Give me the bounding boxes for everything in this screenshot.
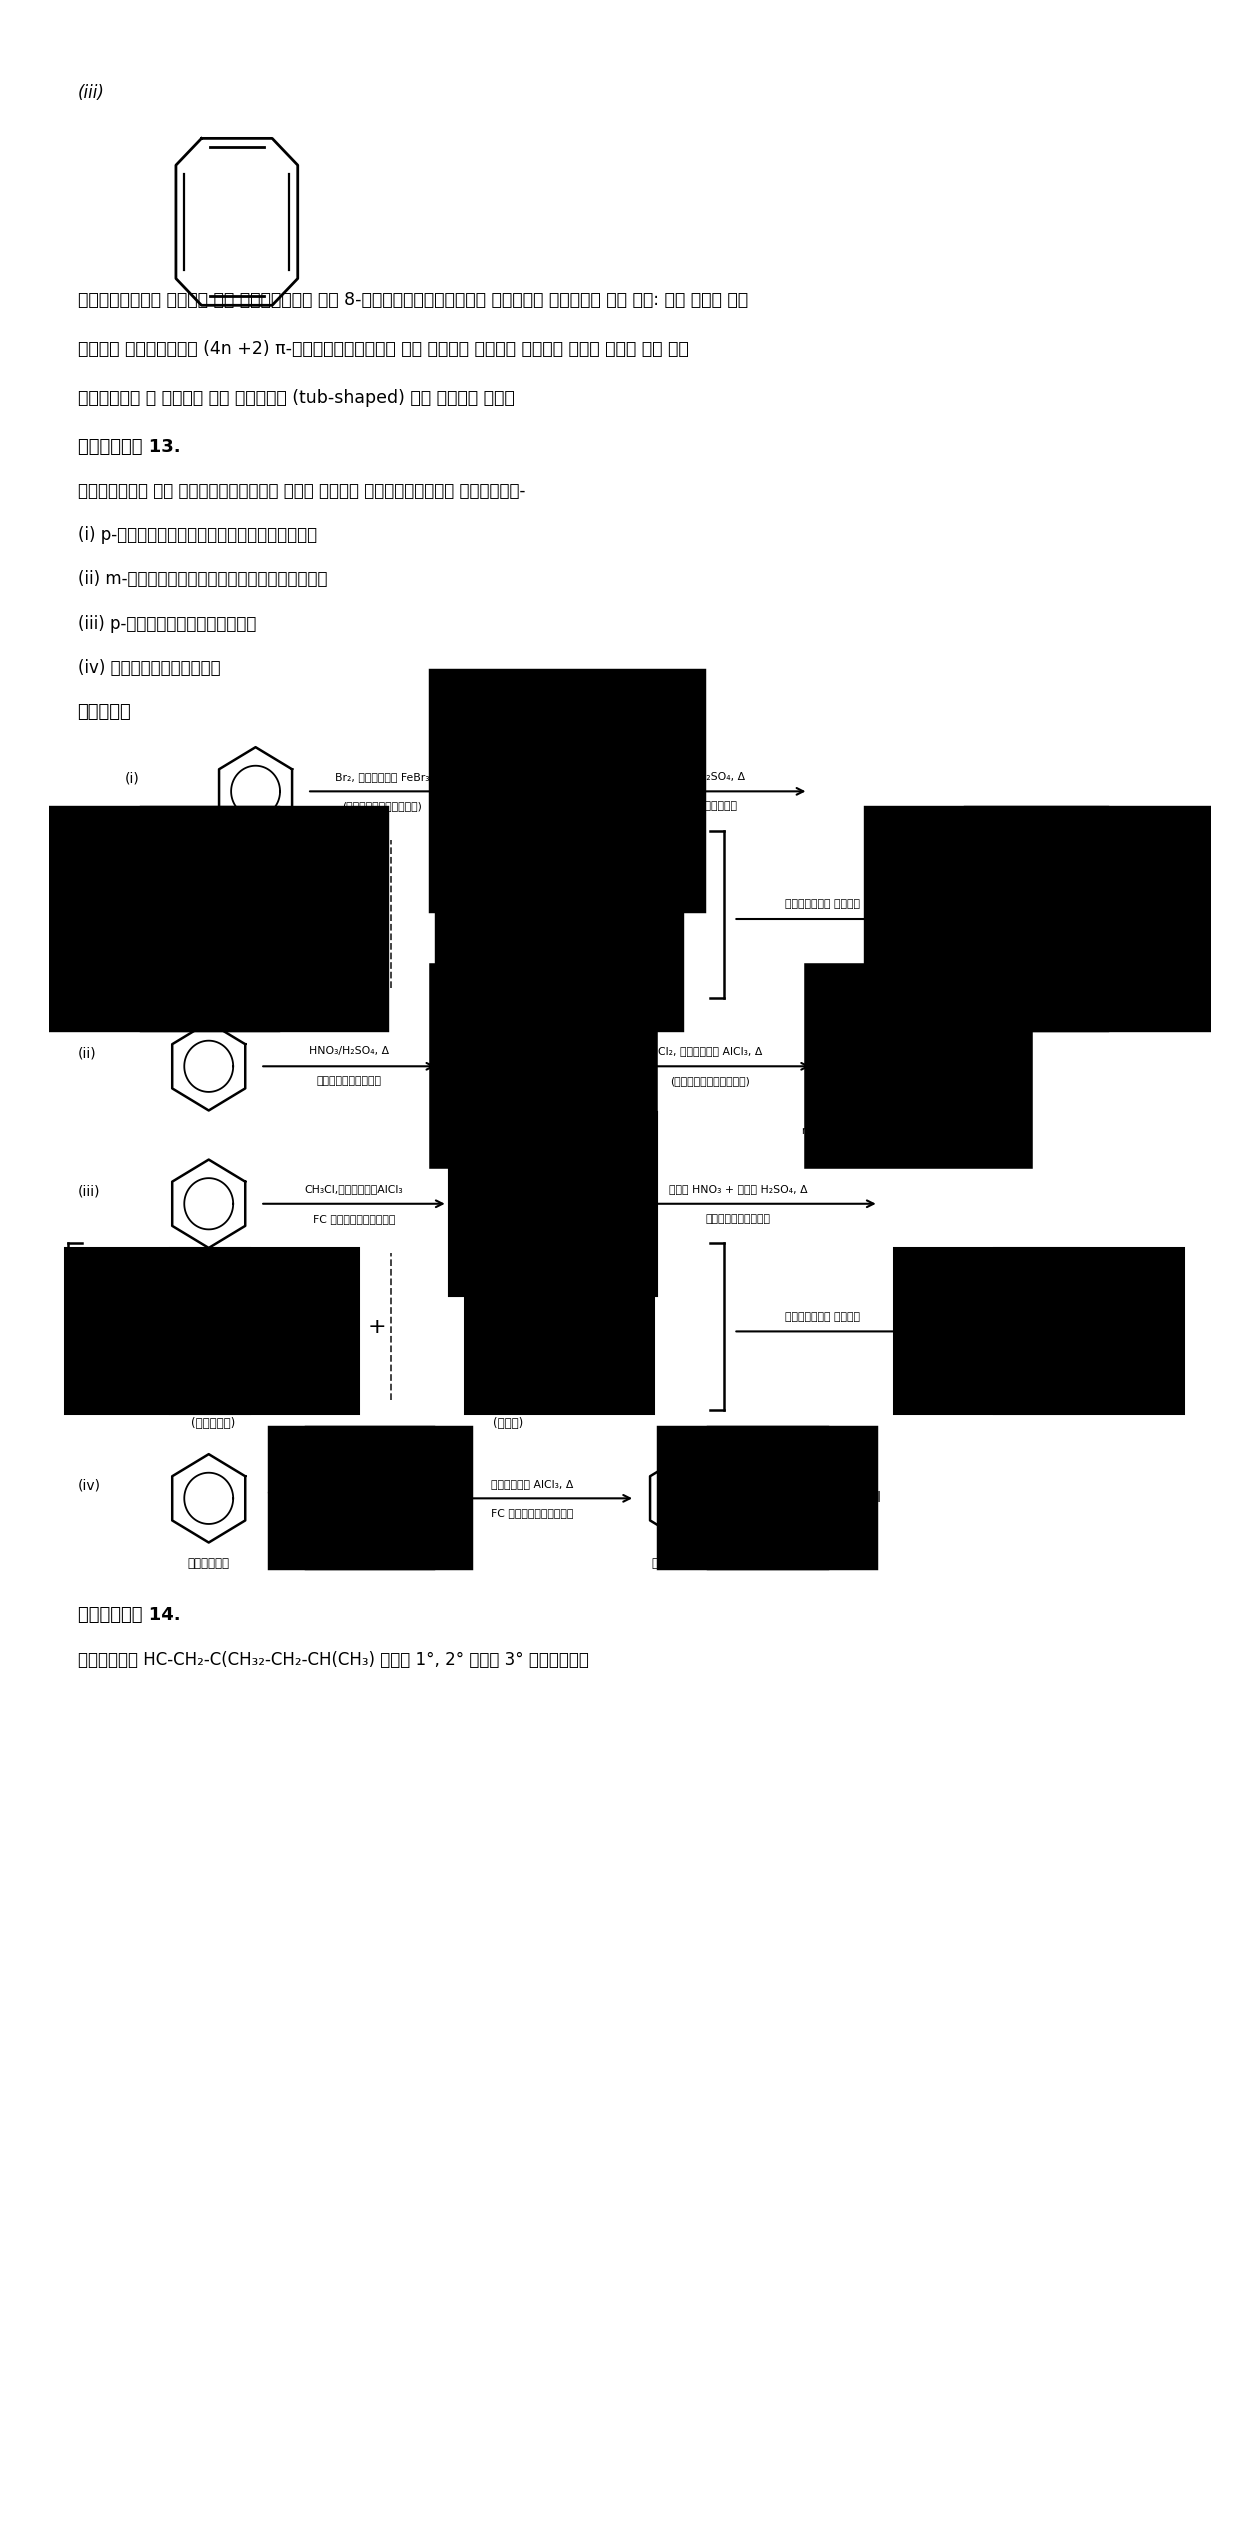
Text: नाइट्रोबेंजीन: नाइट्रोबेंजीन (444, 1125, 535, 1138)
Text: +: + (368, 903, 387, 924)
Text: निर्जल AlCl₃, Δ: निर्जल AlCl₃, Δ (491, 1479, 574, 1489)
Text: बेंजीन: बेंजीन (235, 850, 277, 863)
Text: CH₃Cl,निर्जलAlCl₃: CH₃Cl,निर्जलAlCl₃ (304, 1183, 403, 1194)
Text: p-नाइट्रोटॉलूईन: p-नाइट्रोटॉलूईन (994, 1387, 1082, 1397)
Text: NO₂: NO₂ (496, 853, 522, 865)
Text: CH₃: CH₃ (567, 1196, 592, 1211)
Text: HNO₃/H₂SO₄, Δ: HNO₃/H₂SO₄, Δ (665, 771, 745, 781)
Text: ब्रोमोबेंजीन: ब्रोमोबेंजीन (466, 850, 550, 863)
Text: CH₃: CH₃ (279, 1326, 303, 1339)
Text: NO₂: NO₂ (496, 1265, 522, 1278)
Text: Cl: Cl (858, 985, 871, 998)
Text: Cl₂, निर्जल AlCl₃, Δ: Cl₂, निर्जल AlCl₃, Δ (658, 1046, 763, 1056)
Text: प्रश्न 14.: प्रश्न 14. (78, 1606, 180, 1624)
Text: o-ब्रोमोनाइट्रोबेंजीन: o-ब्रोमोनाइट्रोबेंजीन (446, 975, 571, 985)
Text: (गौण): (गौण) (493, 1418, 524, 1430)
Text: उत्तर: उत्तर (78, 702, 131, 720)
Text: p-ब्रोमोनाइट्रोबेंजीन: p-ब्रोमोनाइट्रोबेंजीन (976, 975, 1100, 985)
Text: प्रश्न 13.: प्रश्न 13. (78, 438, 180, 456)
Text: O₂N: O₂N (926, 914, 952, 926)
Text: · Br: · Br (279, 914, 302, 926)
Text: बेंजीन: बेंजीन (188, 1558, 230, 1570)
Text: ऐसीटोफीनोन: ऐसीटोफीनोन (651, 1558, 722, 1570)
Text: p-नाइट्रोटॉलूईन: p-नाइट्रोटॉलूईन (169, 1387, 257, 1397)
Text: p-ब्रोमोनाइट्रोबेंजीन: p-ब्रोमोनाइट्रोबेंजीन (152, 975, 276, 985)
Text: (i): (i) (125, 771, 140, 786)
Text: नाइट्रीकरण: नाइट्रीकरण (316, 1077, 382, 1087)
Text: Br: Br (1104, 914, 1119, 926)
Text: O: O (768, 1446, 777, 1458)
Text: + HCl: + HCl (842, 1491, 881, 1504)
Text: HNO₃/H₂SO₄, Δ: HNO₃/H₂SO₄, Δ (309, 1046, 389, 1056)
Text: O₂N: O₂N (926, 1326, 952, 1339)
Text: m-क्लोरोनाइट्रोबेंजीन: m-क्लोरोनाइट्रोबेंजीन (801, 1125, 928, 1135)
Text: (ii): (ii) (78, 1046, 96, 1061)
Text: O₂N: O₂N (96, 1326, 122, 1339)
Text: C: C (363, 1491, 372, 1504)
Text: (अल्प): (अल्प) (489, 1005, 528, 1018)
Text: O₂N: O₂N (96, 914, 122, 926)
Text: तनु HNO₃ + तनु H₂SO₄, Δ: तनु HNO₃ + तनु H₂SO₄, Δ (669, 1183, 807, 1194)
Text: FC ऐल्किलीकरण: FC ऐल्किलीकरण (491, 1509, 574, 1519)
Text: Br₂, निर्जल FeBr₃: Br₂, निर्जल FeBr₃ (335, 771, 429, 781)
Text: O: O (370, 1446, 379, 1458)
Text: FC ऐल्किलीकरण: FC ऐल्किलीकरण (313, 1214, 396, 1224)
Text: (मुख्य): (मुख्य) (192, 1418, 236, 1430)
Text: CH₃: CH₃ (1104, 1326, 1128, 1339)
Text: (i) p-नाइट्रोब्रोमोबेन्जीन: (i) p-नाइट्रोब्रोमोबेन्जीन (78, 527, 316, 545)
Text: नाइट्रीकरण: नाइट्रीकरण (672, 802, 738, 812)
Text: CH₃: CH₃ (575, 1326, 598, 1339)
Text: (iii) p-नाइट्रोटॉलूईन: (iii) p-नाइट्रोटॉलूईन (78, 613, 256, 634)
Text: (iv): (iv) (78, 1479, 100, 1494)
Text: नाइट्रीकरण: नाइट्रीकरण (706, 1214, 770, 1224)
Text: (क्लोरोनीकरण): (क्लोरोनीकरण) (670, 1077, 750, 1087)
Text: टॉलूईन: टॉलूईन (478, 1262, 520, 1275)
Text: C: C (765, 1491, 775, 1504)
Text: +: + (368, 1316, 387, 1336)
Text: (iii): (iii) (78, 84, 104, 102)
Text: (iii): (iii) (78, 1183, 100, 1199)
Text: प्रभाजी आसवन: प्रभाजी आसवन (785, 1311, 860, 1321)
Text: Br: Br (586, 784, 599, 797)
Text: Br: Br (575, 914, 588, 926)
Text: ऐसीटिल क्लोराइड: ऐसीटिल क्लोराइड (298, 1552, 392, 1563)
Text: बेन्जीन को निम्नलिखित में कैसे परिवर्तित करेंगे-: बेन्जीन को निम्नलिखित में कैसे परिवर्तित… (78, 481, 525, 499)
Text: NO₂: NO₂ (933, 1059, 959, 1074)
Text: समतलीय न होकर टब आकृति (tub-shaped) का होता है।: समतलीय न होकर टब आकृति (tub-shaped) का ह… (78, 389, 514, 407)
Text: (प्रमुख): (प्रमुख) (188, 1005, 239, 1018)
Text: CH₃: CH₃ (807, 1491, 832, 1504)
Text: o-नाइट्रोटॉलूईन: o-नाइट्रोटॉलूईन (465, 1387, 552, 1397)
Text: CH₃: CH₃ (293, 1491, 318, 1504)
Text: ऐरोमैटिक नहीं है क्योंकि यह 8-इलेक्ट्रॉनों युक्त निकाय है अत: यह हकल के: ऐरोमैटिक नहीं है क्योंकि यह 8-इलेक्ट्रॉन… (78, 290, 748, 308)
Text: ऐल्केन HC-CH₂-C(CH₃₂-CH₂-CH(CH₃) में 1°, 2° तथा 3° कार्बन: ऐल्केन HC-CH₂-C(CH₃₂-CH₂-CH(CH₃) में 1°,… (78, 1652, 588, 1670)
Text: (ब्रोमीनीकरण): (ब्रोमीनीकरण) (342, 802, 421, 812)
Text: (ii) m-नाइट्रोक्लोरोबेन्जीन: (ii) m-नाइट्रोक्लोरोबेन्जीन (78, 570, 328, 588)
Text: Cl: Cl (403, 1491, 415, 1504)
Text: नियम अर्थात् (4n +2) π-इलेक्ट्रॉन का पालन नहीं करता है। साथ ही यह: नियम अर्थात् (4n +2) π-इलेक्ट्रॉन का पाल… (78, 338, 688, 359)
Text: +: + (265, 1484, 279, 1502)
Text: (iv) ऐसीटोफीनोन।: (iv) ऐसीटोफीनोन। (78, 659, 220, 677)
Text: NO₂: NO₂ (559, 1059, 583, 1074)
Text: प्रभाजी आसवन: प्रभाजी आसवन (785, 898, 860, 909)
